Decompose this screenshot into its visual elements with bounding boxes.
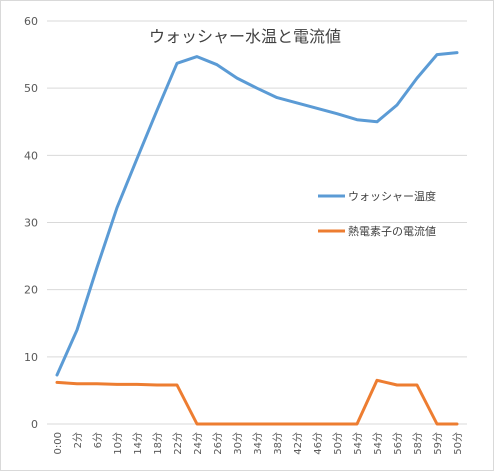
legend-item: 熱電素子の電流値 <box>318 224 436 238</box>
x-tick-label: 34分 <box>252 432 264 455</box>
x-axis-ticks: 0:00 2分 6分 10分 14分 18分 22分 24分 26分 30分 34分 38分 42分 46… <box>53 432 464 455</box>
x-tick-label: 38分 <box>272 432 284 455</box>
x-tick-label: 59分 <box>432 432 444 455</box>
x-tick-label: 50分 <box>332 432 344 455</box>
y-tick-label: 60 <box>24 15 38 28</box>
x-tick-label: 58分 <box>412 432 424 455</box>
y-tick-label: 30 <box>24 217 38 230</box>
x-tick-label: 22分 <box>172 432 184 455</box>
series-line-2 <box>55 378 459 426</box>
x-tick-label: 56分 <box>392 432 404 455</box>
series-line-1 <box>55 51 459 377</box>
legend-label: ウォッシャー温度 <box>348 189 436 203</box>
x-tick-label: 0:00 <box>53 432 64 454</box>
x-tick-label: 14分 <box>132 432 144 455</box>
y-tick-label: 20 <box>24 284 38 297</box>
x-tick-label: 46分 <box>312 432 324 455</box>
x-tick-label: 54分 <box>372 432 384 455</box>
x-tick-label: 50分 <box>452 432 464 455</box>
x-tick-label: 54分 <box>352 432 364 455</box>
x-tick-label: 10分 <box>112 432 124 455</box>
x-tick-label: 2分 <box>72 432 84 448</box>
x-tick-label: 18分 <box>152 432 164 455</box>
y-tick-label: 10 <box>24 351 38 364</box>
legend-item: ウォッシャー温度 <box>318 189 436 203</box>
x-tick-label: 24分 <box>192 432 204 455</box>
y-tick-label: 40 <box>24 149 38 162</box>
x-tick-label: 26分 <box>212 432 224 455</box>
x-tick-label: 42分 <box>292 432 304 455</box>
series-lines <box>55 51 459 426</box>
y-tick-label: 0 <box>31 418 38 431</box>
chart-title: ウォッシャー水温と電流値 <box>149 27 341 46</box>
y-tick-label: 50 <box>24 82 38 95</box>
y-axis-ticks: 0 10 20 30 40 50 60 <box>24 15 38 431</box>
x-tick-label: 30分 <box>232 432 244 455</box>
x-tick-label: 6分 <box>92 432 104 448</box>
legend-label: 熱電素子の電流値 <box>348 224 436 238</box>
